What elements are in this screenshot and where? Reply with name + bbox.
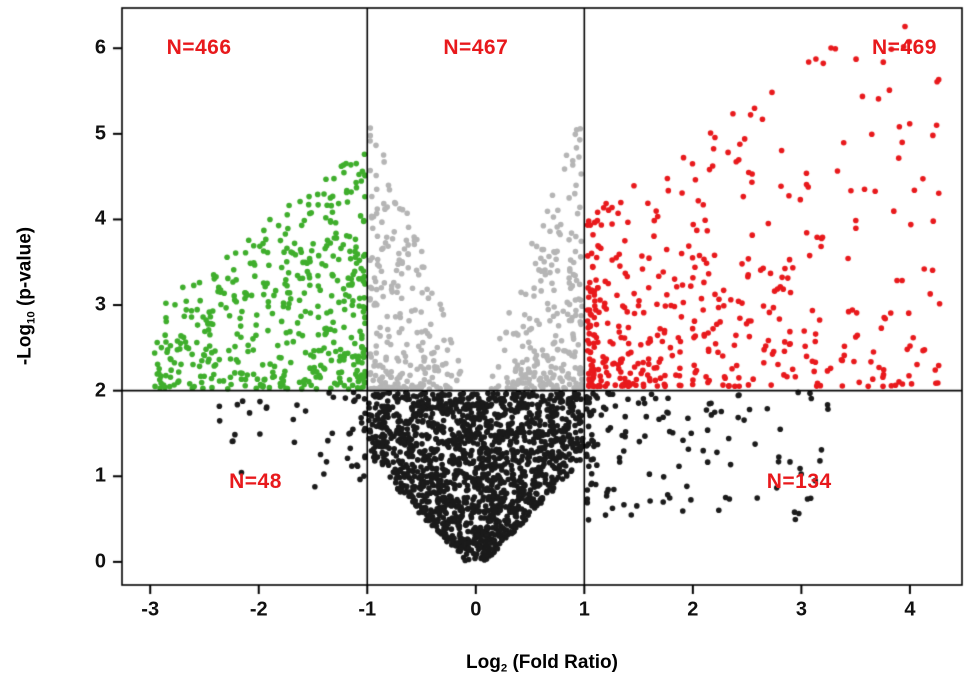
- x-axis-title: Log2 (Fold Ratio): [466, 652, 618, 675]
- y-tick-label: 0: [94, 550, 106, 573]
- y-axis-title-text: (p-value): [14, 226, 36, 312]
- x-tick-label: 3: [795, 598, 807, 621]
- region-count-label: N=469: [871, 36, 937, 60]
- x-tick-label: 2: [687, 598, 699, 621]
- y-axis-title-subscript: 10: [25, 311, 38, 324]
- region-count-label: N=466: [166, 36, 232, 60]
- region-count-label: N=48: [229, 470, 282, 494]
- x-tick-label: 1: [578, 598, 590, 621]
- y-tick-label: 6: [94, 36, 106, 59]
- x-tick-label: 4: [904, 598, 916, 621]
- x-axis-title-text: Log: [466, 652, 501, 673]
- x-tick-label: 0: [470, 598, 482, 621]
- x-tick-label: -3: [141, 598, 160, 621]
- region-count-label: N=467: [443, 36, 509, 60]
- y-axis-title: -Log10 (p-value): [15, 227, 38, 365]
- y-tick-label: 4: [94, 207, 106, 230]
- x-tick-label: -1: [358, 598, 377, 621]
- x-tick-label: -2: [249, 598, 268, 621]
- y-tick-label: 2: [94, 379, 106, 402]
- y-axis-title-text: -Log: [14, 323, 36, 366]
- x-axis-title-text: (Fold Ratio): [507, 652, 618, 673]
- y-tick-label: 3: [94, 293, 106, 316]
- y-tick-label: 5: [94, 122, 106, 145]
- x-axis-title-subscript: 2: [500, 662, 508, 675]
- y-tick-label: 1: [94, 464, 106, 487]
- region-count-label: N=134: [766, 470, 832, 494]
